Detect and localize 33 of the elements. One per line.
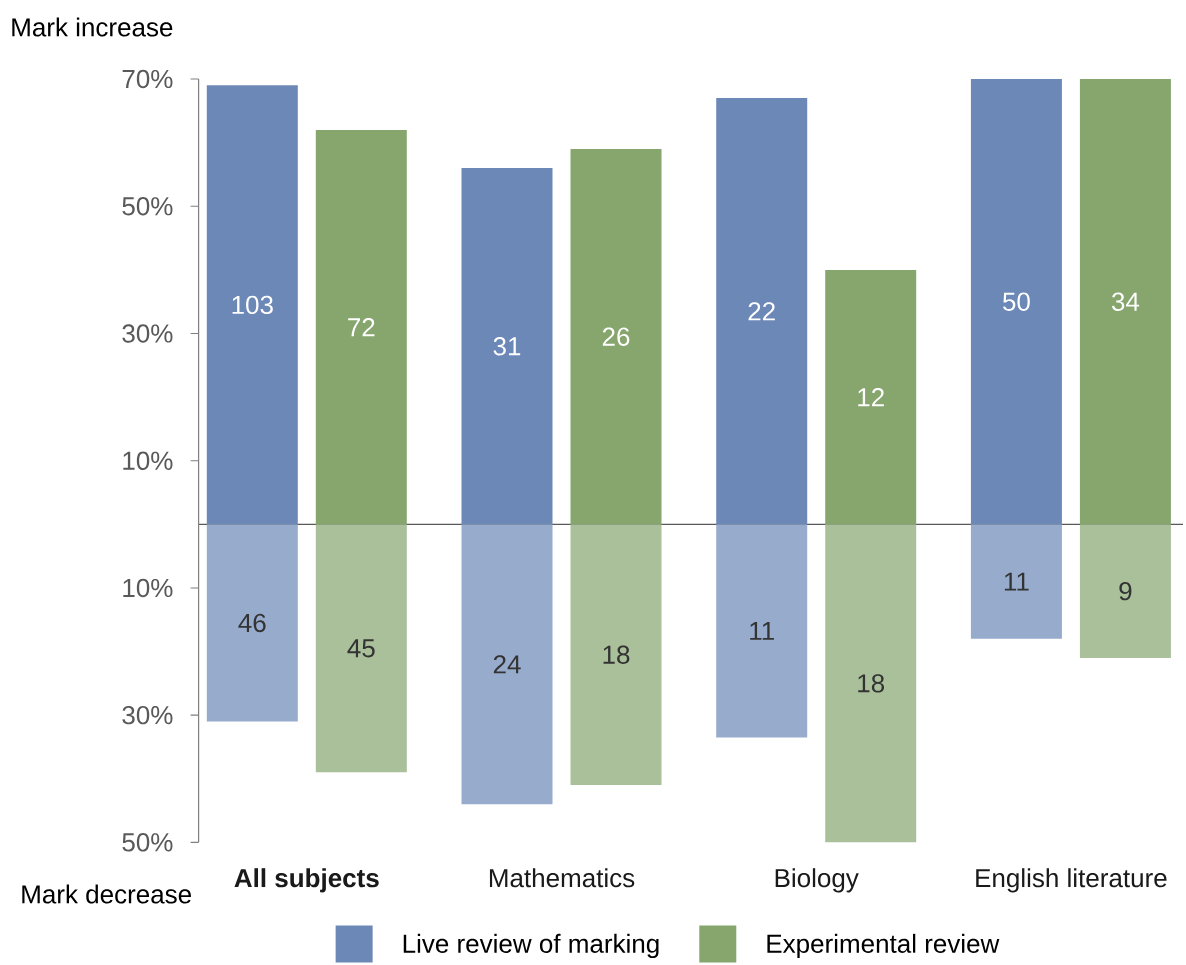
y-tick-label: 70% bbox=[122, 69, 173, 89]
x-tick-label: English literature bbox=[976, 868, 1167, 893]
annotation: 9 bbox=[1119, 581, 1132, 601]
y-tick-label: 10% bbox=[123, 578, 173, 598]
bar bbox=[970, 524, 1062, 639]
annotation: 31 bbox=[493, 337, 521, 356]
y-tick-label: 50% bbox=[122, 197, 173, 216]
annotation: 11 bbox=[1004, 572, 1029, 591]
bar bbox=[1079, 524, 1171, 658]
y-axis-title: Mark decrease bbox=[22, 884, 191, 904]
y-tick-label: 30% bbox=[122, 324, 173, 343]
legend-label: Live review of marking bbox=[403, 933, 659, 959]
x-tick-label: All subjects bbox=[234, 868, 379, 893]
annotation: 18 bbox=[858, 674, 885, 693]
y-tick-label: 10% bbox=[123, 451, 173, 470]
annotation: 72 bbox=[348, 318, 375, 337]
annotation: 50 bbox=[1003, 292, 1030, 311]
annotation: 103 bbox=[232, 295, 273, 315]
annotation: 24 bbox=[493, 655, 521, 674]
annotation: 22 bbox=[748, 302, 775, 321]
x-tick-label: Mathematics bbox=[489, 868, 635, 888]
annotation: 45 bbox=[347, 639, 375, 658]
y-axis-title: Mark increase bbox=[12, 17, 173, 37]
y-tick-label: 30% bbox=[122, 705, 173, 725]
annotation: 12 bbox=[858, 388, 884, 407]
annotation: 26 bbox=[602, 327, 630, 346]
y-tick-label: 50% bbox=[122, 833, 173, 852]
annotation: 34 bbox=[1111, 292, 1140, 311]
x-tick-label: Biology bbox=[775, 868, 859, 893]
legend-label: Experimental review bbox=[767, 933, 1000, 959]
annotation: 46 bbox=[238, 613, 266, 633]
annotation: 11 bbox=[750, 621, 774, 640]
annotation: 18 bbox=[603, 645, 630, 664]
